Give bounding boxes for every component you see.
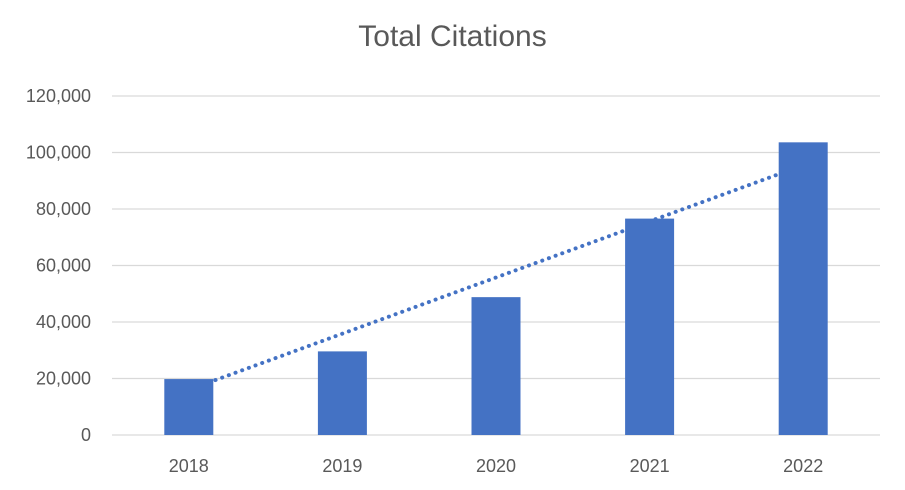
bar-2019 [317,351,367,435]
x-tick-label: 2022 [783,456,823,476]
x-axis-ticks: 2018 2019 2020 2021 2022 [169,456,823,476]
x-tick-label: 2020 [476,456,516,476]
y-tick-label: 80,000 [36,199,91,219]
chart-title: Total Citations [358,20,547,53]
y-tick-label: 100,000 [26,143,91,163]
y-tick-label: 120,000 [26,86,91,106]
y-tick-label: 0 [81,425,91,445]
x-tick-label: 2021 [630,456,670,476]
bar-2018 [164,379,214,435]
bar-2020 [471,297,521,435]
y-tick-label: 60,000 [36,256,91,276]
bar-2022 [778,142,828,435]
y-axis-ticks: 0 20,000 40,000 60,000 80,000 100,000 120,000 [26,86,91,445]
x-tick-label: 2018 [169,456,209,476]
y-tick-label: 20,000 [36,369,91,389]
trendline [186,163,806,392]
bars [164,142,828,435]
bar-2021 [625,218,675,435]
trendline-line [186,163,806,392]
x-tick-label: 2019 [322,456,362,476]
y-tick-label: 40,000 [36,312,91,332]
